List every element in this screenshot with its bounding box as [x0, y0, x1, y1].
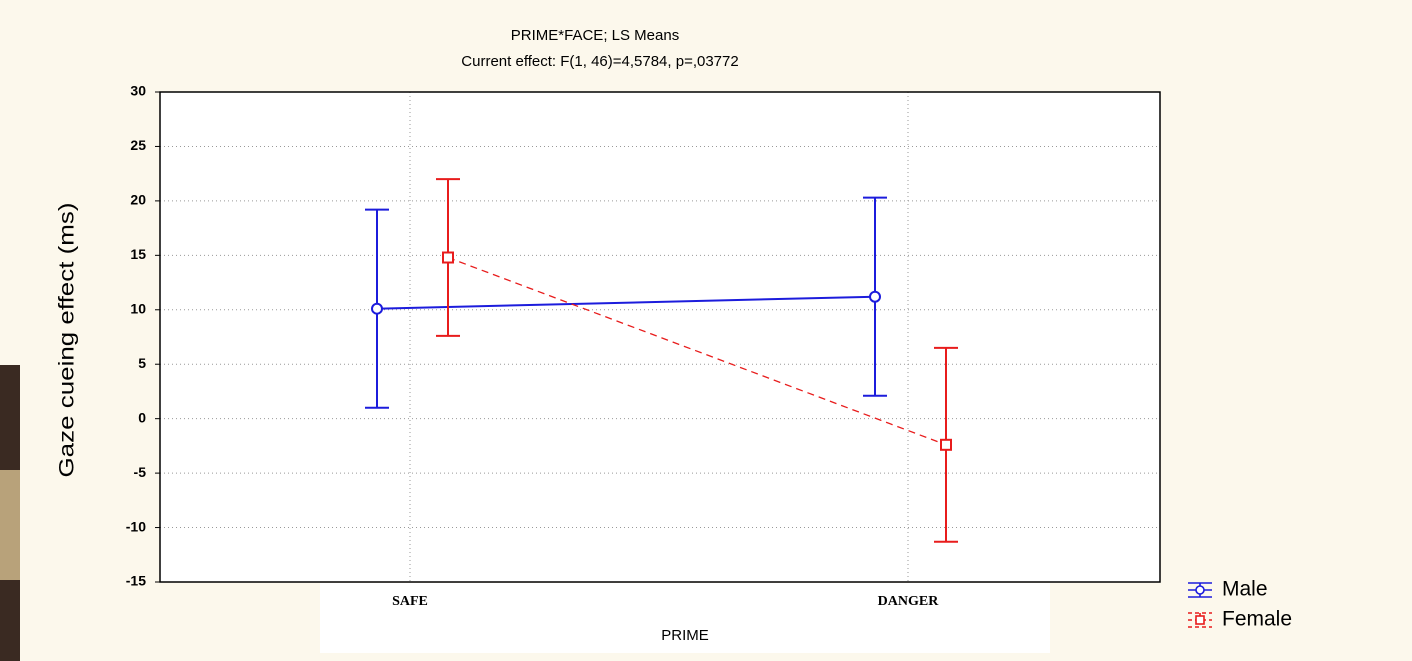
chart-title: PRIME*FACE; LS Means — [511, 27, 679, 44]
marks — [365, 178, 958, 543]
legend-marker — [1195, 585, 1205, 595]
legend-symbol — [1188, 612, 1212, 628]
x-axis-band — [320, 583, 1050, 653]
chart-subtitle: Current effect: F(1, 46)=4,5784, p=,0377… — [461, 53, 738, 70]
y-axis-label: Gaze cueing effect (ms) — [56, 203, 79, 478]
x-axis-label: PRIME — [661, 627, 709, 644]
plot-frame — [159, 91, 1161, 583]
legend-label: Male — [1222, 578, 1268, 601]
photo-edge-light — [0, 470, 20, 580]
y-tick-label: 15 — [130, 246, 146, 262]
plot-area — [160, 92, 1160, 582]
marker — [869, 290, 881, 303]
y-tick-label: 0 — [138, 409, 146, 425]
marker — [940, 438, 952, 451]
y-tick-label: 10 — [130, 300, 146, 316]
marker — [371, 302, 383, 315]
y-tick-label: 20 — [130, 192, 146, 208]
y-tick-label: 30 — [130, 83, 146, 99]
y-tick-label: -15 — [126, 573, 146, 589]
legend-marker — [1195, 615, 1205, 625]
y-tick-label: 25 — [130, 137, 146, 153]
y-tick-label: 5 — [138, 355, 146, 371]
y-tick-label: -10 — [126, 518, 146, 534]
y-tick-label: -5 — [134, 464, 147, 480]
series-line — [376, 295, 876, 310]
x-tick-label: SAFE — [392, 594, 428, 609]
legend-item: Female — [1188, 608, 1292, 631]
series-line — [447, 256, 947, 446]
marker — [442, 251, 454, 264]
legend-item: Male — [1188, 578, 1268, 601]
legend-label: Female — [1222, 608, 1292, 631]
legend-symbol — [1188, 582, 1212, 598]
x-tick-label: DANGER — [878, 594, 940, 609]
